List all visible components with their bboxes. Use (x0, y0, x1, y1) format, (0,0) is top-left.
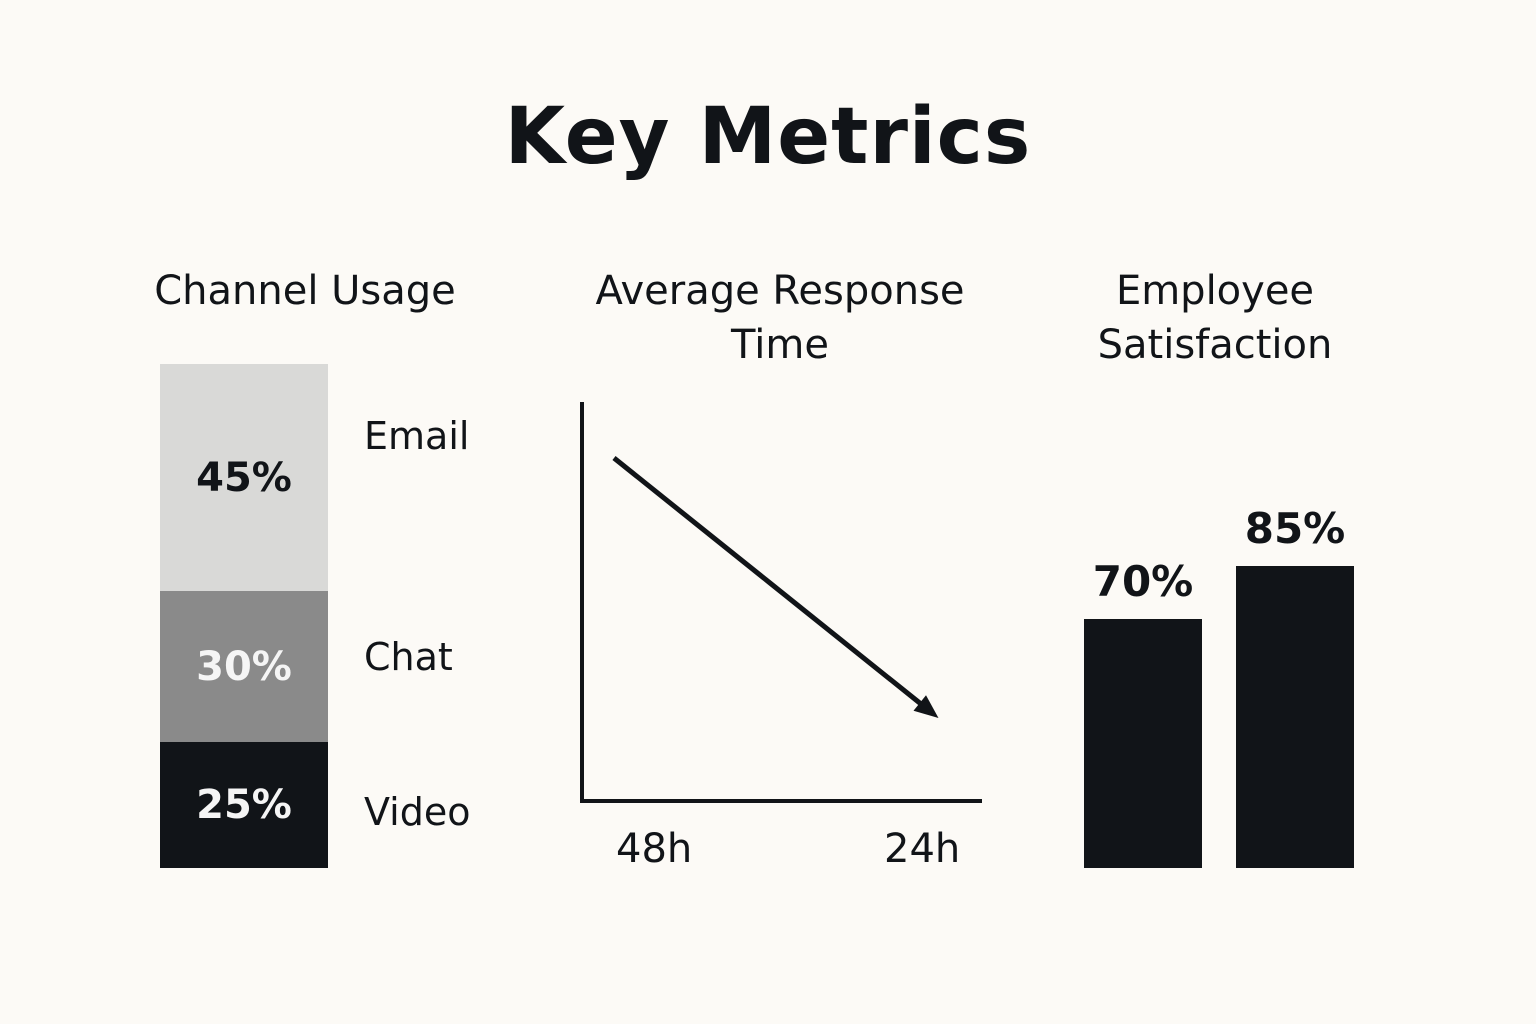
employee-satisfaction-title-text: Employee Satisfaction (1097, 268, 1333, 368)
page-title: Key Metrics (504, 92, 1032, 182)
satisfaction-bar-1 (1084, 619, 1202, 868)
x-tick-24h: 24h (884, 826, 961, 872)
response-time-line-chart (580, 402, 982, 803)
x-tick-48h: 48h (616, 826, 693, 872)
segment-email-value: 45% (196, 454, 292, 501)
response-time-title: Average Response Time (560, 264, 1000, 372)
legend-chat: Chat (364, 635, 453, 679)
legend-email: Email (364, 414, 470, 458)
satisfaction-bar-2 (1236, 566, 1354, 868)
response-time-line (612, 456, 925, 708)
segment-video: 25% (160, 742, 328, 868)
employee-satisfaction-title: Employee Satisfaction (1010, 264, 1420, 372)
channel-usage-title: Channel Usage (154, 268, 456, 314)
satisfaction-value-2: 85% (1244, 504, 1346, 553)
satisfaction-value-1: 70% (1092, 557, 1194, 606)
legend-video: Video (364, 790, 471, 834)
trend-arrow-icon (913, 695, 939, 719)
response-time-title-text: Average Response Time (595, 268, 965, 368)
channel-usage-stacked-bar: 45% 30% 25% (160, 364, 328, 868)
segment-chat: 30% (160, 591, 328, 742)
segment-chat-value: 30% (196, 643, 292, 690)
segment-email: 45% (160, 364, 328, 591)
segment-video-value: 25% (196, 782, 292, 828)
